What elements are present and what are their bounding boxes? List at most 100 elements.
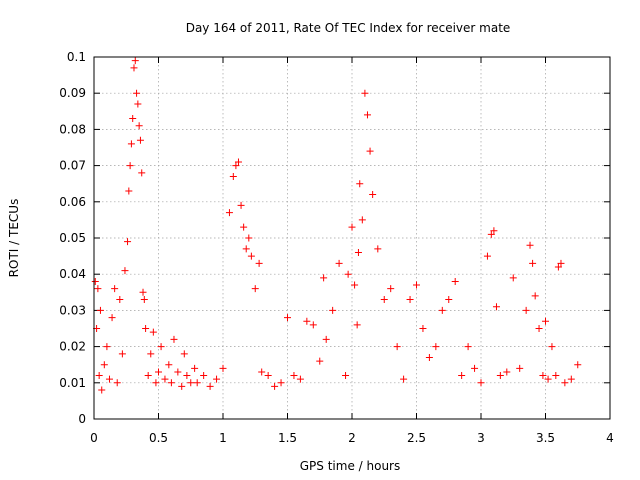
data-point <box>136 136 144 144</box>
data-point <box>320 274 328 282</box>
x-tick-label: 3 <box>477 431 485 445</box>
data-point <box>139 288 147 296</box>
data-point <box>348 223 356 231</box>
data-point <box>531 292 539 300</box>
data-point <box>191 364 199 372</box>
data-point <box>116 296 124 304</box>
data-point <box>354 248 362 256</box>
data-point <box>544 375 552 383</box>
data-point <box>290 372 298 380</box>
data-point <box>419 325 427 332</box>
data-point <box>180 350 188 358</box>
y-tick-label: 0.03 <box>59 303 86 317</box>
y-tick-label: 0.06 <box>59 195 86 209</box>
data-point <box>140 296 148 304</box>
data-point <box>96 306 104 314</box>
data-point <box>554 263 562 271</box>
data-point <box>271 382 279 390</box>
x-tick-label: 2.5 <box>407 431 426 445</box>
data-point <box>247 252 255 260</box>
data-point <box>303 317 311 325</box>
data-point <box>91 277 99 285</box>
data-point <box>425 353 433 361</box>
data-point <box>529 259 537 267</box>
data-point <box>477 379 485 387</box>
data-point <box>100 361 108 369</box>
data-point <box>445 296 453 304</box>
data-point <box>234 158 242 166</box>
data-point <box>503 368 511 376</box>
y-axis-ticks: 0 0.01 0.02 0.03 0.04 0.05 0.06 0.07 0.08 0.09 0.1 <box>59 50 610 426</box>
data-point <box>187 379 195 387</box>
data-point <box>152 379 160 387</box>
data-point <box>548 343 556 351</box>
x-tick-label: 4 <box>606 431 614 445</box>
y-tick-label: 0 <box>78 412 86 426</box>
data-point <box>121 267 129 275</box>
data-point <box>251 285 259 293</box>
data-point <box>400 375 408 383</box>
data-point <box>516 364 524 372</box>
data-point <box>255 259 263 267</box>
chart-title: Day 164 of 2011, Rate Of TEC Index for r… <box>186 21 511 35</box>
data-point <box>98 386 106 394</box>
data-point <box>225 209 233 217</box>
data-point <box>344 270 352 278</box>
data-point <box>232 162 240 170</box>
data-point <box>557 259 565 267</box>
data-point <box>200 372 208 380</box>
data-point <box>111 285 119 293</box>
y-tick-label: 0.08 <box>59 122 86 136</box>
data-points <box>91 57 582 394</box>
data-point <box>284 314 291 322</box>
data-point <box>95 372 103 380</box>
data-point <box>240 223 248 231</box>
data-point <box>118 350 126 358</box>
data-point <box>213 375 221 383</box>
data-point <box>131 57 139 65</box>
data-point <box>309 321 317 329</box>
data-point <box>147 350 155 358</box>
data-point <box>329 306 337 314</box>
data-point <box>464 343 472 351</box>
data-point <box>526 241 534 249</box>
data-point <box>124 238 132 246</box>
x-axis-ticks: 0 0.5 1 1.5 2 2.5 3 3.5 4 <box>90 57 614 445</box>
x-tick-label: 1 <box>219 431 227 445</box>
data-point <box>363 111 371 119</box>
data-point <box>133 89 141 97</box>
data-point <box>552 372 560 380</box>
x-tick-label: 2 <box>348 431 356 445</box>
data-point <box>353 321 361 329</box>
data-point <box>130 64 138 72</box>
data-point <box>127 140 135 148</box>
data-point <box>432 343 440 351</box>
data-point <box>183 372 191 380</box>
data-point <box>487 230 495 238</box>
data-point <box>142 325 150 332</box>
x-axis-label: GPS time / hours <box>300 459 401 473</box>
data-point <box>229 172 237 180</box>
data-point <box>155 368 162 376</box>
data-point <box>174 368 182 376</box>
data-point <box>361 89 369 97</box>
data-point <box>342 372 350 380</box>
y-tick-label: 0.1 <box>67 50 86 64</box>
data-point <box>277 379 285 387</box>
data-point <box>134 100 142 108</box>
data-point <box>335 259 343 267</box>
data-point <box>413 281 420 289</box>
data-point <box>366 147 374 155</box>
data-point <box>129 115 137 123</box>
y-tick-label: 0.04 <box>59 267 86 281</box>
data-point <box>351 281 359 289</box>
data-point <box>242 245 250 253</box>
x-tick-label: 0.5 <box>149 431 168 445</box>
data-point <box>438 306 446 314</box>
data-point <box>135 122 143 130</box>
x-tick-label: 1.5 <box>278 431 297 445</box>
x-tick-label: 3.5 <box>536 431 555 445</box>
data-point <box>264 372 272 380</box>
data-point <box>237 201 245 209</box>
data-point <box>483 252 491 260</box>
